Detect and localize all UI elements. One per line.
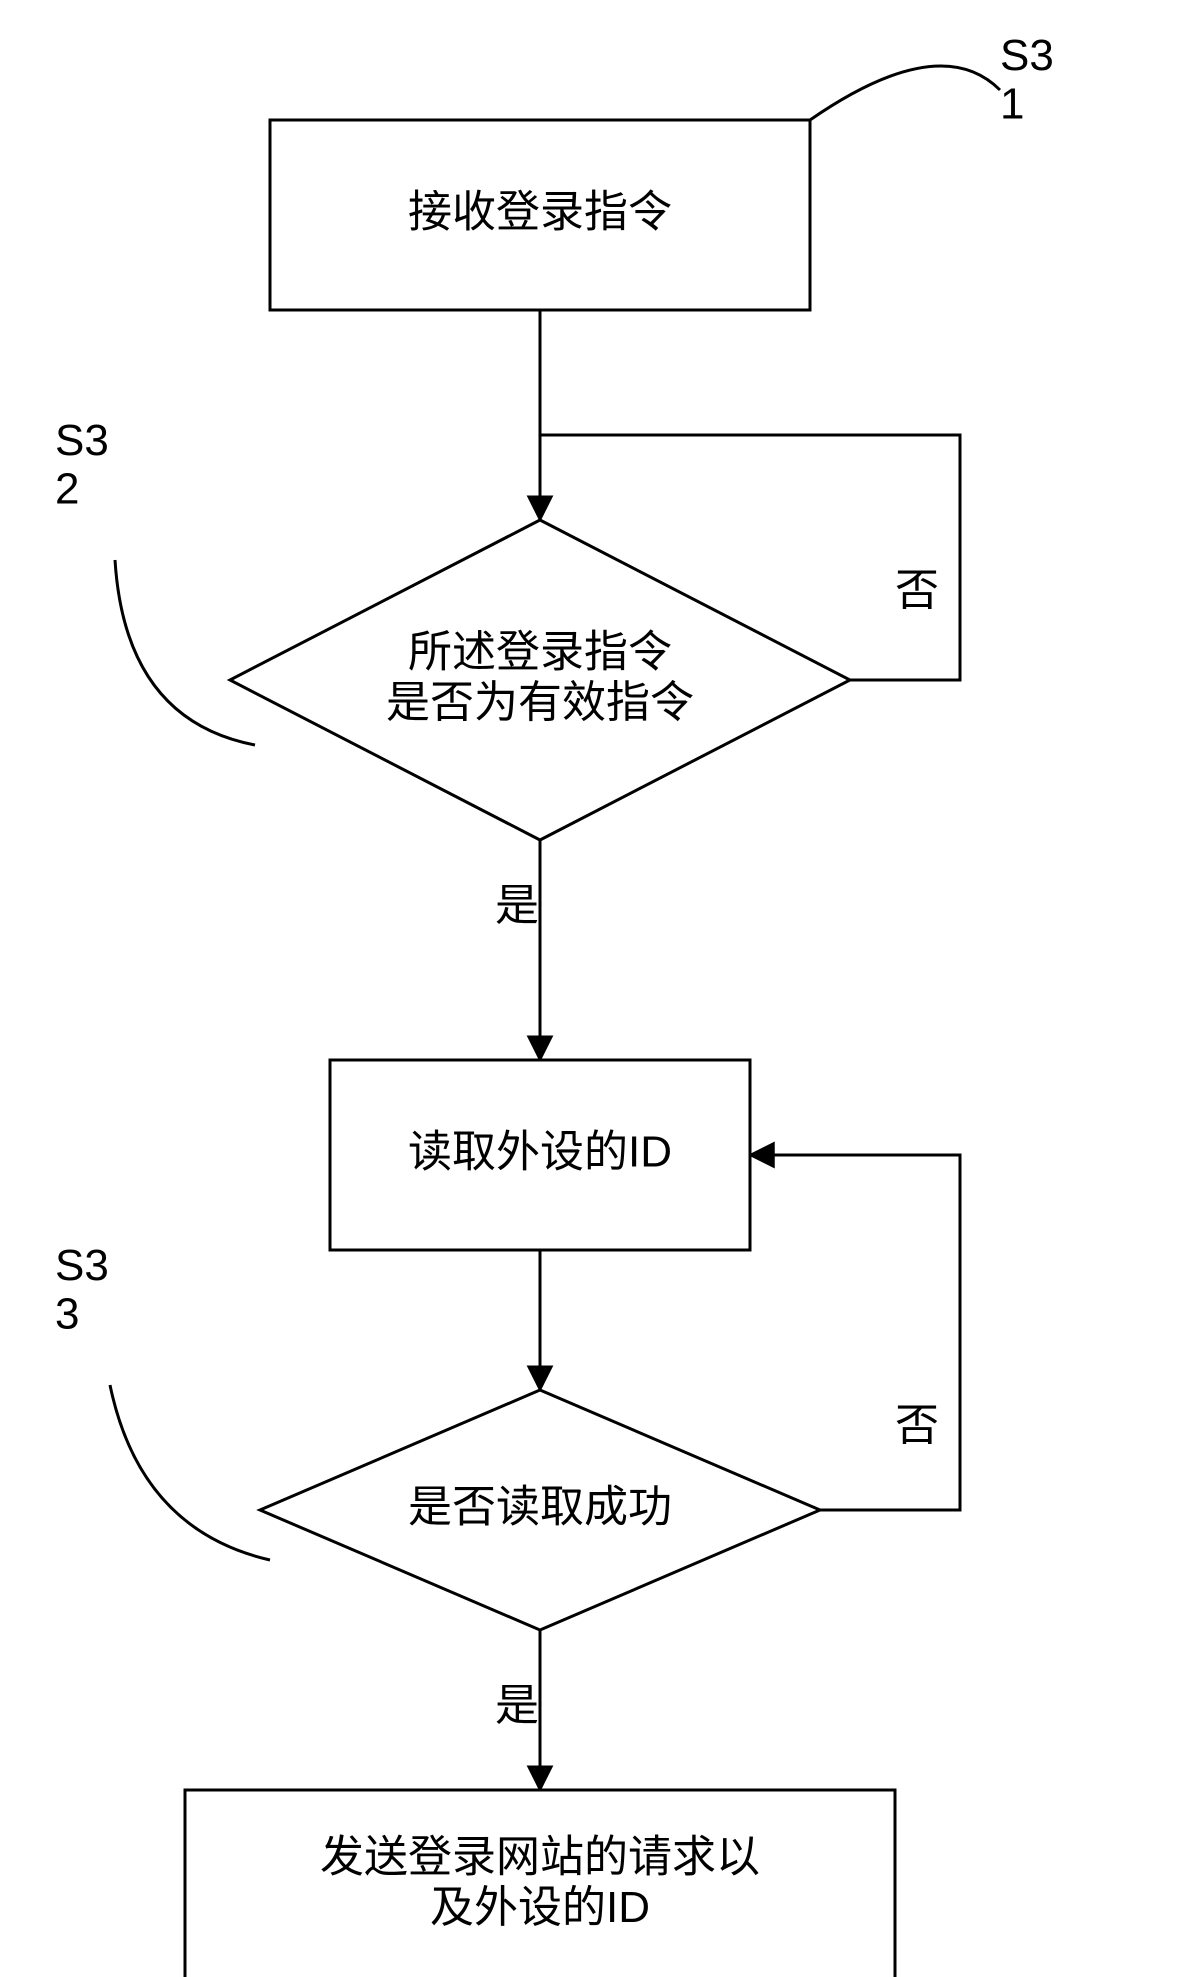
edge-label-yes1: 是	[495, 881, 539, 930]
node-n3-line-0: 读取外设的ID	[408, 1128, 672, 1177]
node-n1-line-0: 接收登录指令	[408, 188, 672, 237]
step-label-s33-l1: S3	[55, 1241, 109, 1290]
node-n2-line-1: 是否为有效指令	[386, 678, 694, 727]
edge-label-yes2: 是	[495, 1681, 539, 1730]
node-n1: 接收登录指令	[270, 120, 810, 310]
edge-label-no1: 否	[895, 566, 939, 615]
callout-s32	[115, 560, 255, 745]
node-n3: 读取外设的ID	[330, 1060, 750, 1250]
callout-s33	[110, 1385, 270, 1560]
edge-label-no2: 否	[895, 1401, 939, 1450]
step-label-s32-l2: 2	[55, 464, 79, 513]
step-label-s31-l2: 1	[1000, 79, 1024, 128]
step-label-s33-l2: 3	[55, 1289, 79, 1338]
node-n2-line-0: 所述登录指令	[408, 627, 672, 676]
edge-5	[750, 1155, 960, 1510]
node-n5-line-1: 及外设的ID	[430, 1883, 650, 1932]
node-n5: 发送登录网站的请求以及外设的ID	[185, 1790, 895, 1977]
node-n2: 所述登录指令是否为有效指令	[230, 520, 850, 840]
node-n4-line-0: 是否读取成功	[408, 1483, 672, 1532]
node-n5-line-0: 发送登录网站的请求以	[320, 1832, 760, 1881]
step-label-s31-l1: S3	[1000, 31, 1054, 80]
step-label-s32-l1: S3	[55, 416, 109, 465]
callout-s31	[810, 66, 1000, 120]
flowchart-canvas: 是否是否接收登录指令所述登录指令是否为有效指令读取外设的ID是否读取成功发送登录…	[0, 0, 1184, 1977]
node-n4: 是否读取成功	[260, 1390, 820, 1630]
